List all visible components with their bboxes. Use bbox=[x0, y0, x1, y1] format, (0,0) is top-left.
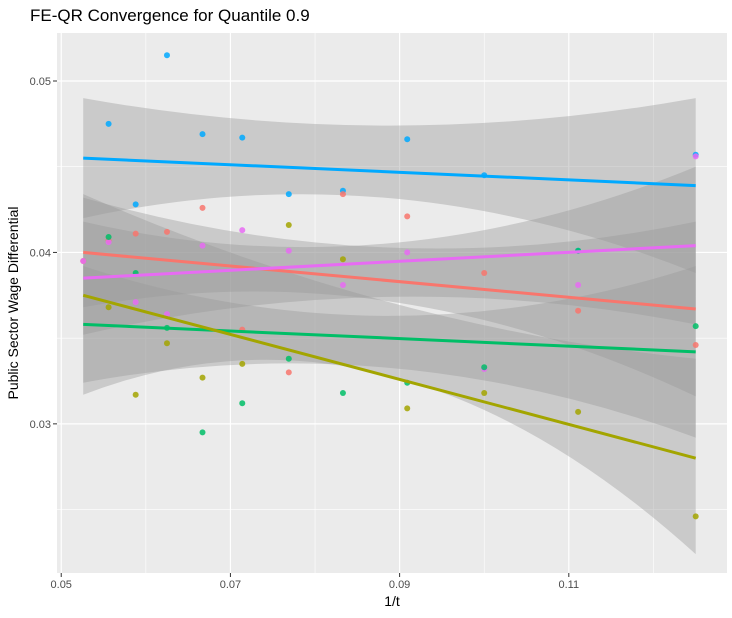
data-point-series-4 bbox=[239, 360, 246, 367]
data-point-series-0 bbox=[199, 131, 206, 138]
data-point-series-2 bbox=[199, 242, 206, 249]
x-axis-title: 1/t bbox=[384, 593, 400, 609]
data-point-series-1 bbox=[692, 342, 699, 348]
data-point-series-0 bbox=[404, 136, 411, 143]
data-point-series-1 bbox=[199, 204, 206, 211]
data-point-series-2 bbox=[80, 258, 87, 264]
data-point-series-3 bbox=[481, 364, 488, 371]
data-point-series-3 bbox=[105, 234, 112, 240]
data-point-series-1 bbox=[132, 230, 139, 237]
x-tick-label: 0.11 bbox=[559, 579, 580, 591]
gridlines bbox=[57, 33, 727, 573]
data-point-series-4 bbox=[404, 405, 411, 412]
confidence-band-0 bbox=[83, 98, 696, 274]
data-point-series-2 bbox=[692, 153, 699, 160]
y-tick-label: 0.03 bbox=[30, 419, 51, 431]
confidence-band-4 bbox=[83, 194, 696, 555]
fit-line-series-1 bbox=[83, 250, 696, 311]
data-point-series-2 bbox=[132, 299, 139, 306]
chart-title: FE-QR Convergence for Quantile 0.9 bbox=[30, 6, 310, 25]
data-point-series-1 bbox=[163, 228, 170, 235]
data-point-series-2 bbox=[105, 239, 112, 246]
x-tick-label: 0.05 bbox=[51, 579, 72, 591]
data-point-series-4 bbox=[285, 222, 292, 228]
data-point-series-0 bbox=[132, 201, 139, 208]
data-point-series-3 bbox=[285, 355, 292, 362]
data-point-series-0 bbox=[285, 191, 292, 198]
y-tick-label: 0.05 bbox=[30, 76, 51, 88]
data-point-series-3 bbox=[199, 429, 206, 436]
fit-lines bbox=[82, 156, 697, 460]
data-point-series-4 bbox=[105, 304, 112, 311]
data-point-series-2 bbox=[339, 282, 346, 288]
fit-line-series-4 bbox=[82, 293, 697, 460]
y-axis-title: Public Sector Wage Differential bbox=[5, 207, 21, 400]
axis-ticks: 0.05 0.07 0.09 0.11 0.03 0.04 0.05 bbox=[30, 76, 580, 591]
fit-line-series-3 bbox=[83, 322, 696, 354]
data-point-series-2 bbox=[285, 247, 292, 254]
data-point-series-2 bbox=[404, 249, 411, 256]
data-point-series-4 bbox=[132, 391, 139, 398]
data-point-series-0 bbox=[163, 52, 170, 59]
data-point-series-3 bbox=[239, 400, 246, 407]
confidence-band-3 bbox=[83, 266, 696, 438]
data-point-series-4 bbox=[339, 256, 346, 263]
data-point-series-0 bbox=[239, 134, 246, 141]
fit-line-series-2 bbox=[83, 244, 696, 280]
data-point-series-3 bbox=[339, 390, 346, 396]
data-point-series-4 bbox=[199, 374, 206, 381]
data-point-series-0 bbox=[105, 120, 112, 127]
data-point-series-4 bbox=[575, 408, 582, 415]
confidence-bands bbox=[83, 98, 696, 555]
data-point-series-1 bbox=[575, 307, 582, 314]
data-point-series-2 bbox=[239, 227, 246, 234]
data-point-series-1 bbox=[481, 270, 488, 276]
x-tick-label: 0.09 bbox=[389, 579, 410, 591]
data-point-series-1 bbox=[404, 213, 411, 220]
data-point-series-1 bbox=[285, 369, 292, 376]
data-point-series-1 bbox=[339, 191, 346, 198]
data-point-series-4 bbox=[481, 390, 488, 396]
data-point-series-4 bbox=[692, 513, 699, 520]
fit-line-series-0 bbox=[83, 156, 696, 188]
data-point-series-3 bbox=[692, 323, 699, 330]
x-tick-label: 0.07 bbox=[220, 579, 241, 591]
confidence-band-2 bbox=[83, 166, 696, 335]
confidence-band-1 bbox=[83, 197, 696, 397]
data-point-series-4 bbox=[163, 340, 170, 347]
y-tick-label: 0.04 bbox=[30, 247, 51, 259]
data-point-series-2 bbox=[575, 282, 582, 288]
